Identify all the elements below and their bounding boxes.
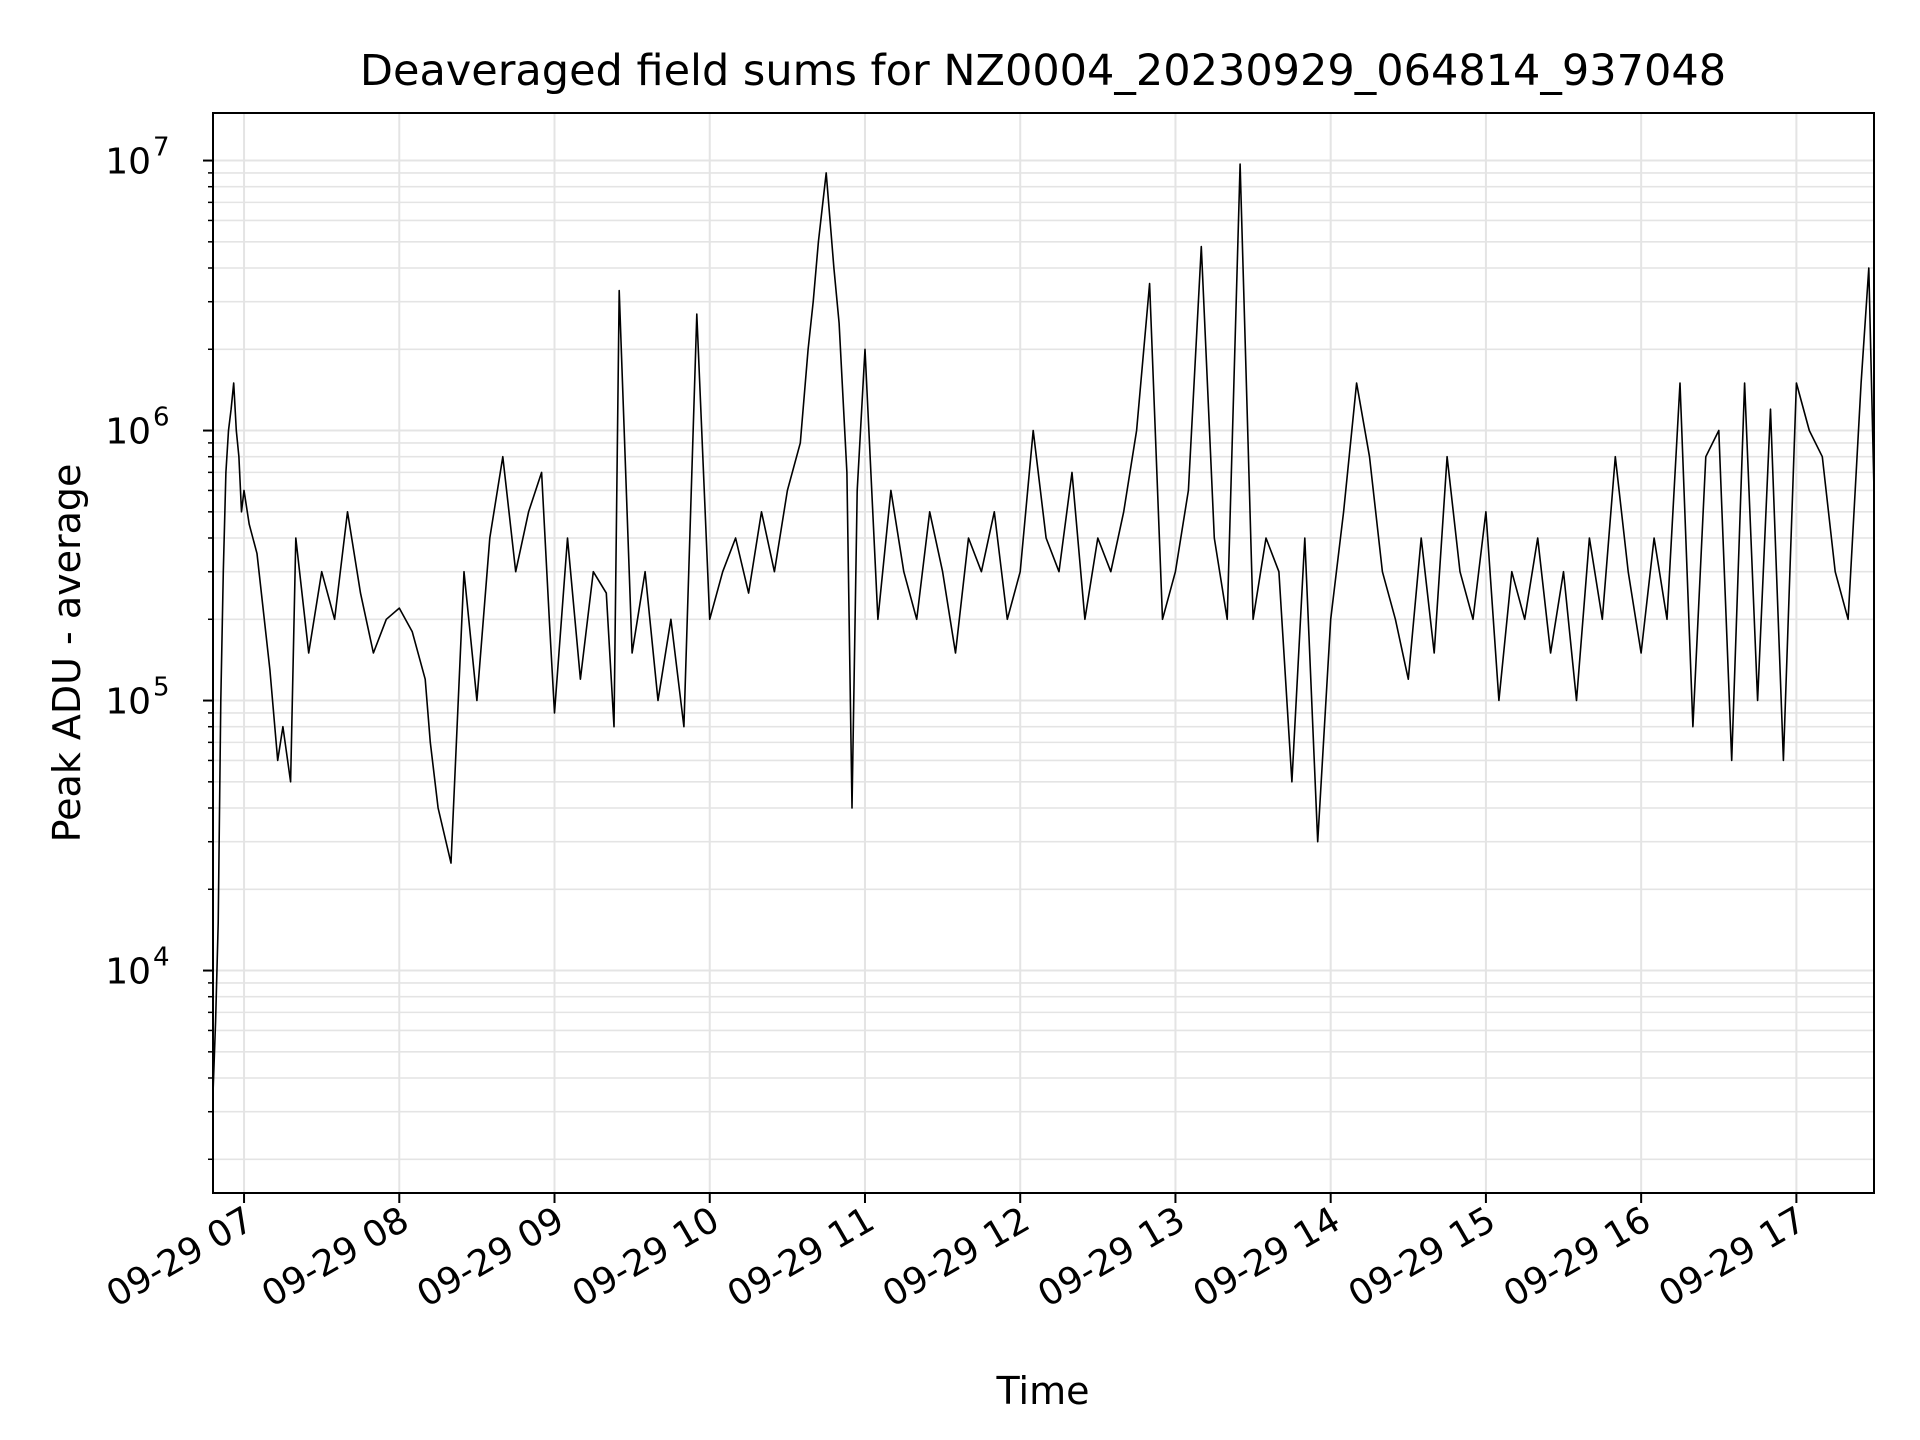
y-tick-exponent: 7 [153,133,170,163]
chart-title: Deaveraged field sums for NZ0004_2023092… [360,46,1726,96]
x-axis-label: Time [996,1369,1090,1413]
y-tick-label: 10 [105,682,151,723]
y-tick-exponent: 4 [153,943,170,973]
series-line [212,163,1875,1094]
y-axis-label: Peak ADU - average [45,464,89,843]
axes-frame [212,112,1875,1194]
y-tick-label: 10 [105,142,151,183]
y-tick-label: 10 [105,952,151,993]
y-tick-exponent: 6 [153,403,170,433]
y-tick-label: 10 [105,412,151,453]
y-tick-exponent: 5 [153,673,170,703]
plot-area [212,163,1875,1094]
